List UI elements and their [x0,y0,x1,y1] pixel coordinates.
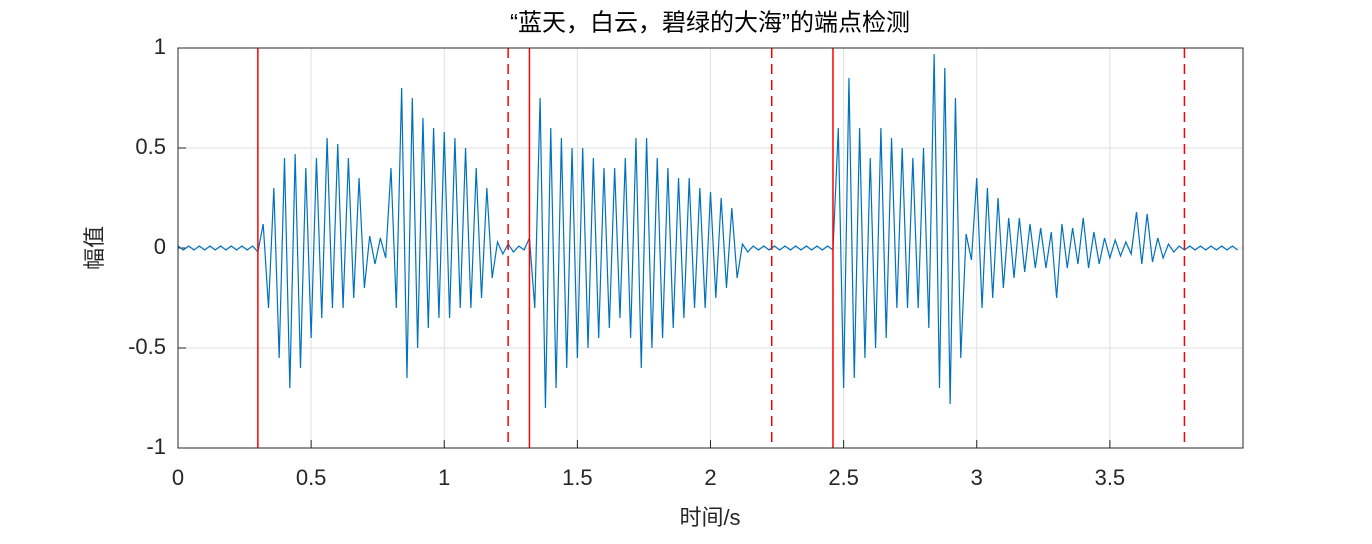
waveform [177,53,1239,409]
y-tick-label: 1 [154,34,166,59]
y-tick-label: -1 [146,434,166,459]
x-tick-label: 0.5 [296,465,327,490]
x-tick-label: 3 [971,465,983,490]
x-tick-label: 1.5 [562,465,593,490]
x-tick-label: 0 [172,465,184,490]
x-tick-label: 3.5 [1095,465,1126,490]
x-axis-label: 时间/s [679,505,740,530]
x-tick-label: 2.5 [828,465,859,490]
y-tick-label: 0 [154,234,166,259]
y-tick-label: 0.5 [135,134,166,159]
y-tick-label: -0.5 [128,334,166,359]
y-axis-label: 幅值 [82,226,107,270]
x-tick-label: 1 [438,465,450,490]
plot-frame [177,47,1244,449]
x-tick-label: 2 [704,465,716,490]
chart-title: “蓝天，白云，碧绿的大海”的端点检测 [510,9,910,36]
